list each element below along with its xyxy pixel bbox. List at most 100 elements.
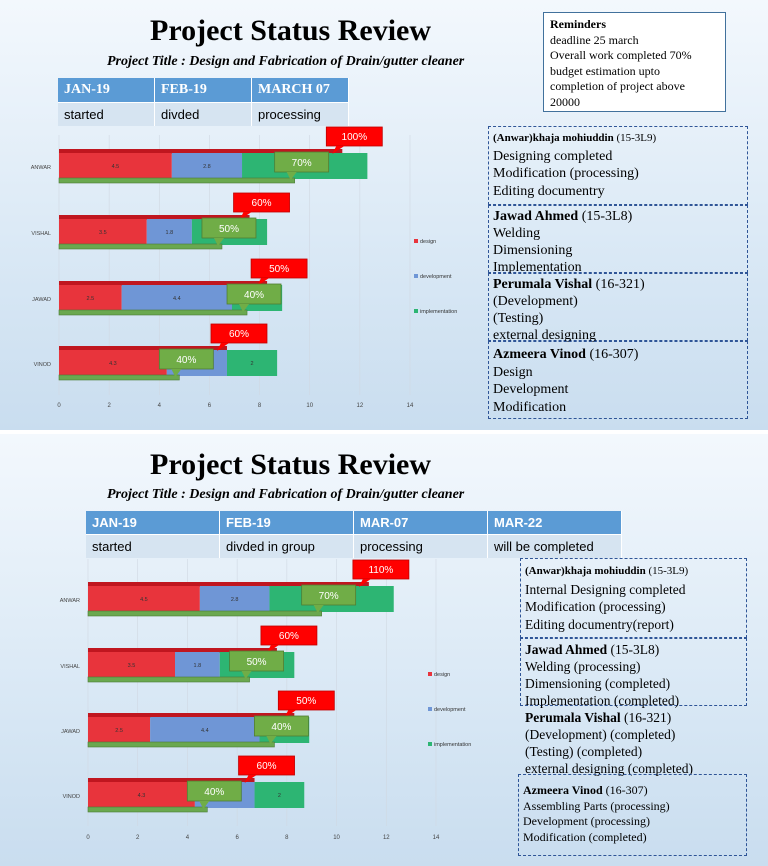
member-box-vinod: Azmeera Vinod (16-307) Design Developmen… xyxy=(488,341,748,419)
member-task: Modification (processing) xyxy=(493,166,639,181)
member-task: Designing completed xyxy=(493,148,613,164)
callout-green-pointer xyxy=(286,172,297,180)
data-label: 3.5 xyxy=(99,230,107,236)
member-name: Perumala Vishal xyxy=(493,277,593,292)
reminder-line: 20000 xyxy=(550,94,580,109)
callout-green: 40% xyxy=(226,283,282,312)
legend-swatch xyxy=(428,742,432,746)
callout-red-label: 60% xyxy=(252,198,272,209)
bar-design xyxy=(88,586,200,612)
timeline-header: MAR-22 xyxy=(488,511,622,534)
x-tick-label: 14 xyxy=(407,403,414,409)
progress-bar xyxy=(58,374,180,381)
page-title: Project Status Review xyxy=(150,14,432,47)
progress-bar xyxy=(58,177,295,184)
category-label: VINOD xyxy=(34,362,51,368)
callout-green-label: 70% xyxy=(292,158,312,169)
callout-green-box xyxy=(254,715,309,737)
member-task: Implementation xyxy=(493,260,582,275)
callout-green-pointer xyxy=(241,671,252,679)
callout-green: 50% xyxy=(229,650,284,679)
member-task: Welding xyxy=(493,226,541,241)
legend-swatch xyxy=(428,672,432,676)
data-label: 4.4 xyxy=(201,728,209,734)
bar-development xyxy=(175,652,220,678)
member-task: (Testing) xyxy=(493,311,544,326)
member-name: Jawad Ahmed xyxy=(493,209,579,224)
legend-swatch xyxy=(428,707,432,711)
bar-design xyxy=(59,285,122,311)
callout-red-pointer xyxy=(244,775,257,783)
data-label: 2 xyxy=(278,793,281,799)
callout-red-box xyxy=(260,625,318,646)
x-tick-label: 4 xyxy=(186,835,190,841)
callout-green-box xyxy=(301,584,357,606)
callout-red: 60% xyxy=(233,192,290,220)
reminders-box: Reminders deadline 25 march Overall work… xyxy=(543,12,726,112)
callout-green-label: 40% xyxy=(176,355,196,366)
reminder-line: Overall work completed 70% xyxy=(550,48,692,62)
progress-bar xyxy=(87,676,250,683)
member-box-jawad: Jawad Ahmed (15-3L8) Welding (processing… xyxy=(520,638,747,708)
target-bar xyxy=(88,778,255,783)
timeline-status: divded xyxy=(155,102,252,126)
member-task: Dimensioning xyxy=(493,243,573,258)
legend-label: implementation xyxy=(420,309,457,315)
callout-red: 60% xyxy=(238,755,295,783)
member-roll: (16-321) xyxy=(592,277,645,292)
data-label: 1.8 xyxy=(194,663,202,669)
member-task: Dimensioning (completed) xyxy=(525,676,671,691)
member-name: Azmeera Vinod xyxy=(493,347,586,362)
category-label: VINOD xyxy=(63,794,80,800)
x-tick-label: 12 xyxy=(383,835,390,841)
member-roll: (16-307) xyxy=(585,347,639,362)
member-task: Welding (processing) xyxy=(525,659,641,674)
callout-green-box xyxy=(274,151,330,173)
target-bar xyxy=(88,713,295,718)
data-label: 2.5 xyxy=(87,296,95,302)
callout-red-box xyxy=(250,258,308,279)
callout-red-box xyxy=(233,192,290,213)
callout-red: 110% xyxy=(352,559,410,587)
legend-label: development xyxy=(420,274,452,280)
callout-red-label: 110% xyxy=(368,565,393,576)
x-tick-label: 12 xyxy=(357,403,364,409)
progress-bar xyxy=(58,243,223,250)
callout-red-label: 60% xyxy=(257,761,277,772)
callout-green-box xyxy=(229,650,284,672)
timeline-table: JAN-19 FEB-19 MAR-07 MAR-22 started divd… xyxy=(86,511,622,558)
bar-design xyxy=(88,652,175,678)
bar-design xyxy=(59,219,147,245)
callout-green-box xyxy=(158,348,214,370)
member-task: Modification (completed) xyxy=(523,829,647,844)
member-box-vinod: Azmeera Vinod (16-307) Assembling Parts … xyxy=(518,774,747,856)
member-roll: (16-321) xyxy=(620,710,672,725)
member-task: (Development) xyxy=(493,294,578,309)
x-tick-label: 0 xyxy=(57,403,61,409)
callout-red-label: 100% xyxy=(342,132,368,143)
member-task: Implementation (completed) xyxy=(525,693,680,708)
data-label: 2.8 xyxy=(203,164,211,170)
member-task: Internal Designing completed xyxy=(525,581,686,597)
x-tick-label: 0 xyxy=(86,835,90,841)
callout-red-pointer xyxy=(216,343,229,351)
bar-development xyxy=(171,153,243,179)
callout-red: 60% xyxy=(210,323,268,351)
project-subtitle: Project Title : Design and Fabrication o… xyxy=(107,487,465,502)
legend-swatch xyxy=(414,239,418,243)
category-label: JAWAD xyxy=(32,297,51,303)
member-roll: (15-3L8) xyxy=(607,642,660,657)
bar-design xyxy=(59,153,172,179)
progress-bar xyxy=(58,309,248,316)
member-task: Modification (processing) xyxy=(525,599,666,614)
member-task: Editing documentry xyxy=(493,183,605,199)
bar-development xyxy=(121,285,232,311)
legend-label: design xyxy=(434,672,450,678)
data-label: 4.5 xyxy=(140,597,148,603)
x-tick-label: 2 xyxy=(136,835,140,841)
member-name: Perumala Vishal xyxy=(525,710,621,725)
target-bar xyxy=(88,582,369,587)
member-task: (Development) (completed) xyxy=(525,727,676,742)
progress-bar xyxy=(87,741,275,748)
target-bar xyxy=(88,648,277,653)
